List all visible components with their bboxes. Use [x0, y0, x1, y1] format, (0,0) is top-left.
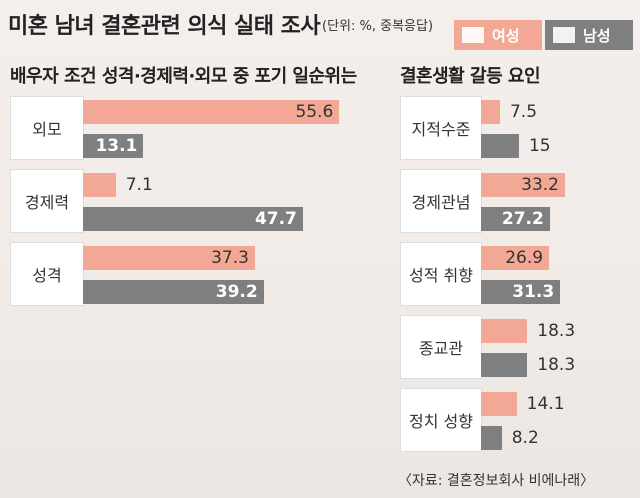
female-bar	[83, 246, 255, 270]
data-label: 33.2	[521, 175, 559, 195]
data-label: 55.6	[295, 102, 334, 122]
data-label: 39.2	[215, 282, 258, 302]
data-label: 15	[528, 136, 551, 156]
unit-note: (단위: %, 중복응답)	[322, 19, 434, 34]
female-bar	[481, 173, 565, 197]
male-bar	[481, 353, 528, 377]
male-bar	[83, 134, 144, 158]
data-label: 47.7	[254, 209, 297, 229]
male-bar	[481, 426, 502, 450]
source-note: 〈자료: 결혼정보회사 비에나래〉	[398, 473, 595, 489]
legend-male: 남성	[545, 20, 633, 50]
data-label: 37.3	[211, 248, 249, 268]
category-label: 경제력	[10, 169, 84, 233]
male-bar	[481, 207, 550, 231]
data-label: 8.2	[511, 428, 539, 448]
female-bar	[481, 392, 517, 416]
legend-female-swatch	[462, 27, 484, 43]
data-label: 14.1	[526, 394, 565, 414]
category-label: 성적 취향	[400, 242, 482, 306]
page-title: 미혼 남녀 결혼관련 의식 실태 조사	[8, 14, 321, 39]
legend-female: 여성	[454, 20, 542, 50]
female-bar	[481, 100, 500, 124]
category-label: 경제관념	[400, 169, 482, 233]
legend-male-label: 남성	[583, 27, 611, 45]
data-label: 31.3	[512, 282, 555, 302]
male-bar	[481, 280, 561, 304]
data-label: 7.1	[125, 175, 153, 195]
data-label: 27.2	[501, 209, 544, 229]
male-bar	[83, 280, 264, 304]
legend-male-swatch	[553, 27, 575, 43]
male-bar	[481, 134, 519, 158]
legend-female-label: 여성	[492, 27, 520, 45]
category-label: 정치 성향	[400, 388, 482, 452]
data-label: 26.9	[505, 248, 544, 268]
right-chart-title: 결혼생활 갈등 요인	[400, 66, 541, 87]
female-bar	[83, 100, 340, 124]
data-label: 18.3	[537, 355, 576, 375]
female-bar	[481, 319, 528, 343]
male-bar	[83, 207, 303, 231]
female-bar	[481, 246, 550, 270]
category-label: 성격	[10, 242, 84, 306]
data-label: 13.1	[95, 136, 138, 156]
category-label: 종교관	[400, 315, 482, 379]
category-label: 외모	[10, 96, 84, 160]
category-label: 지적수준	[400, 96, 482, 160]
data-label: 7.5	[509, 102, 538, 122]
left-chart-title: 배우자 조건 성격·경제력·외모 중 포기 일순위는	[10, 66, 357, 87]
female-bar	[83, 173, 116, 197]
data-label: 18.3	[537, 321, 576, 341]
